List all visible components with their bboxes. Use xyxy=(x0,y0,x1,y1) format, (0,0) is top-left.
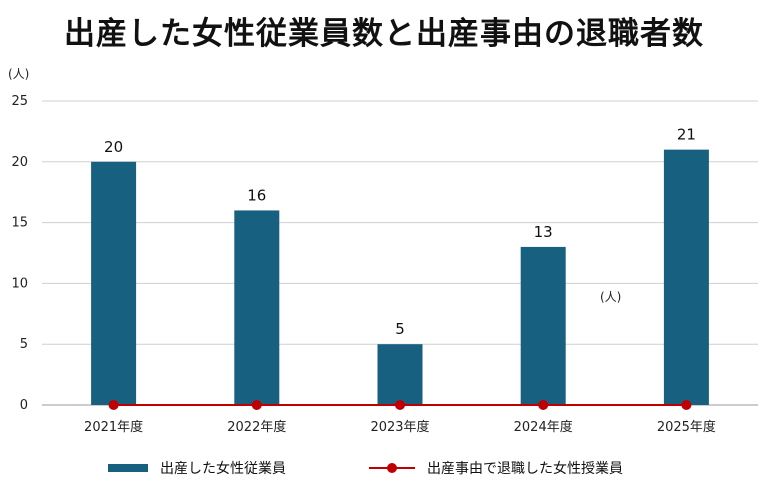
resignation-point xyxy=(108,400,119,410)
y-unit-label: (人) xyxy=(8,67,29,81)
bar-value-label: 5 xyxy=(395,320,405,338)
y-tick-label: 5 xyxy=(20,337,28,352)
legend-label-births: 出産した女性従業員 xyxy=(160,461,286,477)
bar-value-label: 13 xyxy=(534,223,553,241)
chart-title: 出産した女性従業員数と出産事由の退職者数 xyxy=(64,16,704,52)
y-tick-label: 0 xyxy=(20,398,28,413)
resignation-point xyxy=(538,400,549,410)
x-tick-label: 2021年度 xyxy=(84,419,143,435)
bar xyxy=(663,149,709,405)
legend: 出産した女性従業員 出産事由で退職した女性授業員 xyxy=(0,458,768,482)
secondary-unit-label: (人) xyxy=(600,290,621,304)
y-tick-label: 25 xyxy=(11,94,28,109)
x-tick-label: 2025年度 xyxy=(657,419,716,435)
resignation-point xyxy=(395,400,405,410)
bar-value-label: 21 xyxy=(677,126,696,144)
y-tick-label: 10 xyxy=(11,276,28,291)
x-tick-label: 2023年度 xyxy=(370,419,429,435)
legend-item-resignations: 出産事由で退職した女性授業員 xyxy=(369,458,623,478)
y-tick-label: 20 xyxy=(11,155,28,170)
x-tick-label: 2022年度 xyxy=(227,419,286,435)
legend-bar-swatch xyxy=(108,464,148,472)
resignation-point xyxy=(251,400,262,410)
bar xyxy=(520,246,566,405)
bar xyxy=(234,210,280,405)
bar-value-label: 16 xyxy=(247,186,266,204)
legend-item-births: 出産した女性従業員 xyxy=(108,458,286,478)
bar xyxy=(91,161,137,405)
legend-line-swatch xyxy=(369,461,415,475)
legend-label-resignations: 出産事由で退職した女性授業員 xyxy=(427,461,623,477)
y-tick-label: 15 xyxy=(11,216,28,231)
bar xyxy=(377,344,423,405)
resignation-point xyxy=(681,400,692,410)
bar-value-label: 20 xyxy=(104,138,123,156)
x-tick-label: 2024年度 xyxy=(514,419,573,435)
